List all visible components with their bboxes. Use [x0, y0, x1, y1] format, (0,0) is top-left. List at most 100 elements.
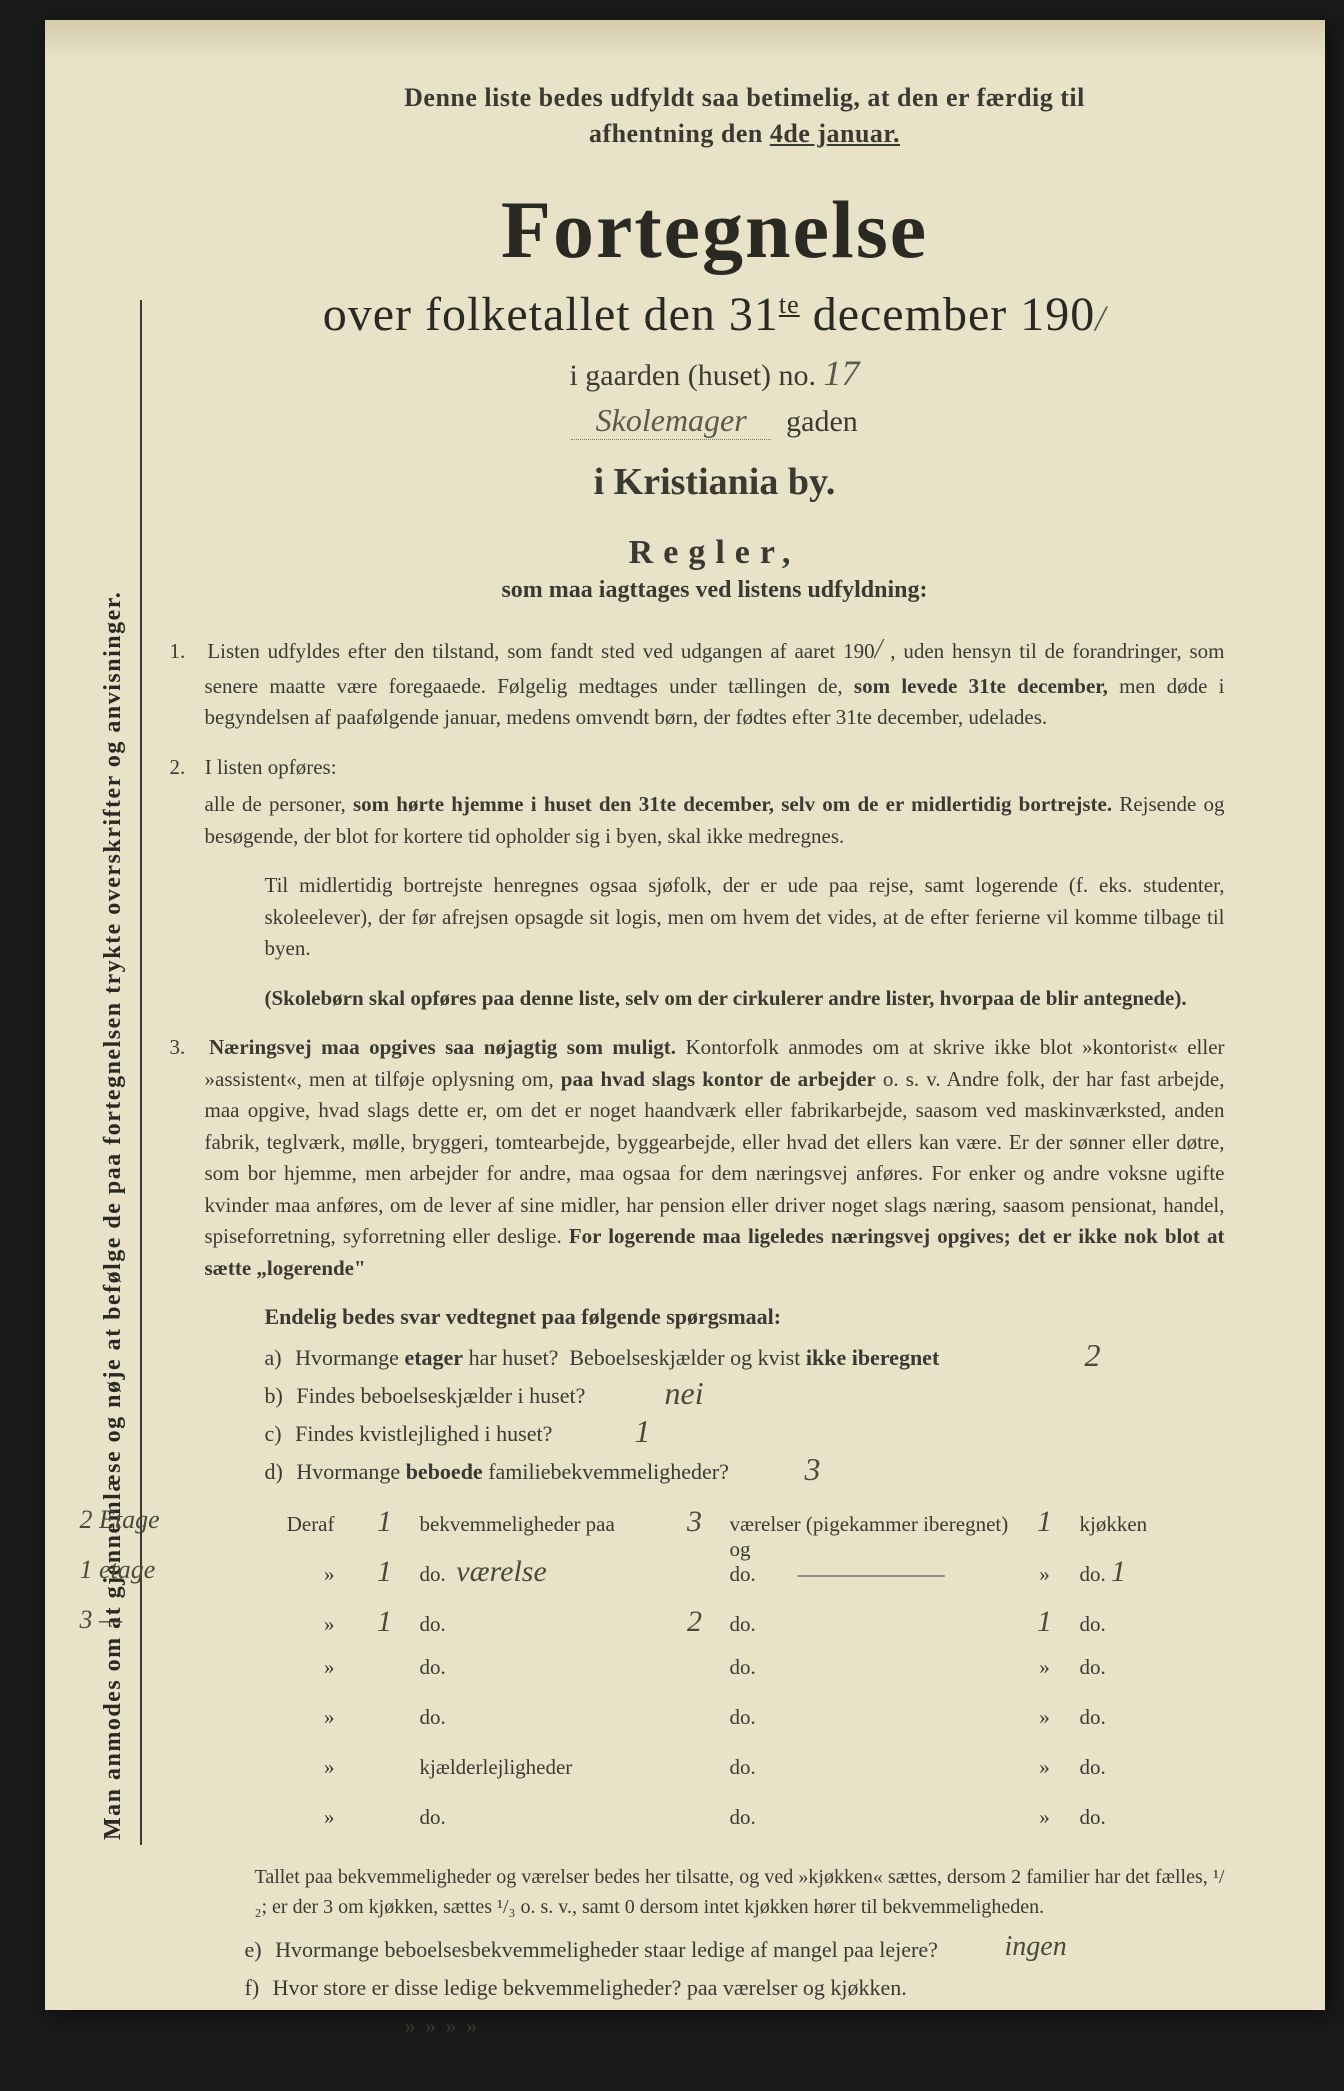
subtitle-mid: december 190: [800, 288, 1096, 341]
rule-2a-text: I listen opføres:: [205, 755, 337, 779]
gaard-line: i gaarden (huset) no. 17: [205, 352, 1225, 394]
r2c7: do. 1: [1080, 1555, 1200, 1589]
r2c5: do. ———————: [730, 1562, 1010, 1587]
rule-2c: Til midlertidig bortrejste henregnes ogs…: [265, 870, 1225, 965]
r1c2: 1: [350, 1505, 420, 1539]
answer-a: 2: [1085, 1337, 1101, 1374]
rule-2d: (Skolebørn skal opføres paa denne liste,…: [265, 983, 1225, 1015]
margin-hand-2: 1 etage: [80, 1555, 156, 1585]
main-title: Fortegnelse: [205, 183, 1225, 277]
header-note: Denne liste bedes udfyldt saa betimelig,…: [265, 80, 1225, 153]
r2c2: 1: [350, 1555, 420, 1589]
r5c7: do.: [1080, 1705, 1200, 1730]
r3c7: do.: [1080, 1612, 1200, 1637]
r5c3: do.: [420, 1705, 660, 1730]
question-c-text: Findes kvistlejlighed i huset?: [295, 1421, 552, 1446]
year-handwritten: /: [1095, 298, 1106, 338]
r7c7: do.: [1080, 1805, 1200, 1830]
subtitle: over folketallet den 31te december 190/: [205, 287, 1225, 342]
rule-1-number: 1.: [170, 636, 200, 668]
table-row-4: » do. do. » do.: [205, 1655, 1225, 1697]
r6c6: »: [1010, 1755, 1080, 1780]
r6c1: »: [205, 1755, 350, 1780]
r7c6: »: [1010, 1805, 1080, 1830]
dwelling-table: 2 Etage Deraf 1 bekvemmeligheder paa 3 v…: [205, 1505, 1225, 1847]
r2c6: »: [1010, 1562, 1080, 1587]
r7c3: do.: [420, 1805, 660, 1830]
street-suffix: gaden: [786, 405, 858, 438]
question-c: c) Findes kvistlejlighed i huset? 1: [265, 1421, 1225, 1447]
r3c3: do.: [420, 1612, 660, 1637]
r7c5: do.: [730, 1805, 1010, 1830]
table-row-5: » do. do. » do.: [205, 1705, 1225, 1747]
page-content: Denne liste bedes udfyldt saa betimelig,…: [45, 20, 1325, 2091]
question-b-text: Findes beboelseskjælder i huset?: [296, 1383, 585, 1408]
rule-2-intro: 2. I listen opføres:: [205, 752, 1225, 784]
r4c3: do.: [420, 1655, 660, 1680]
question-a: a) Hvormange etager har huset? Beboelses…: [265, 1345, 1225, 1371]
rule-3: 3. Næringsvej maa opgives saa nøjagtig s…: [205, 1032, 1225, 1284]
rule-2-number: 2.: [170, 752, 200, 784]
question-b: b) Findes beboelseskjælder i huset? nei: [265, 1383, 1225, 1409]
r5c5: do.: [730, 1705, 1010, 1730]
r3c5: do.: [730, 1612, 1010, 1637]
gaard-no-handwritten: 17: [824, 353, 860, 393]
answer-d: 3: [805, 1451, 821, 1488]
table-row-1: 2 Etage Deraf 1 bekvemmeligheder paa 3 v…: [205, 1505, 1225, 1547]
questions-block: Endelig bedes svar vedtegnet paa følgend…: [205, 1304, 1225, 1485]
margin-hand-1: 2 Etage: [80, 1505, 160, 1535]
document-page: Man anmodes om at gjennemlæse og nøje at…: [45, 20, 1325, 2010]
question-f: f) Hvor store er disse ledige bekvemmeli…: [245, 1975, 1225, 2001]
r4c7: do.: [1080, 1655, 1200, 1680]
r4c6: »: [1010, 1655, 1080, 1680]
header-note-line2-prefix: afhentning den: [589, 119, 770, 148]
r1c4: 3: [660, 1505, 730, 1539]
r3c1: »: [205, 1612, 350, 1637]
question-d: d) Hvormange beboede familiebekvemmeligh…: [265, 1459, 1225, 1485]
r4c5: do.: [730, 1655, 1010, 1680]
gaard-prefix: i gaarden (huset) no.: [569, 359, 823, 392]
rules-heading: Regler,: [205, 534, 1225, 572]
subtitle-prefix: over folketallet den 31: [323, 288, 779, 341]
street-line: Skolemager gaden: [205, 402, 1225, 440]
table-row-7: » do. do. » do.: [205, 1805, 1225, 1847]
r6c3: kjælderlejligheder: [420, 1755, 660, 1780]
r3c4: 2: [660, 1605, 730, 1639]
r1c6: 1: [1010, 1505, 1080, 1539]
rule-1: 1. Listen udfyldes efter den tilstand, s…: [205, 629, 1225, 734]
r1c3: bekvemmeligheder paa: [420, 1512, 660, 1537]
header-note-line1: Denne liste bedes udfyldt saa betimelig,…: [404, 83, 1085, 112]
question-f-text: Hvor store er disse ledige bekvemmelighe…: [273, 1975, 907, 2000]
r6c5: do.: [730, 1755, 1010, 1780]
r7c1: »: [205, 1805, 350, 1830]
r4c1: »: [205, 1655, 350, 1680]
r3c6: 1: [1010, 1605, 1080, 1639]
r1c7: kjøkken: [1080, 1512, 1200, 1537]
r2c3: do. værelse: [420, 1555, 660, 1589]
street-handwritten: Skolemager: [596, 402, 747, 438]
questions-heading: Endelig bedes svar vedtegnet paa følgend…: [265, 1304, 1225, 1330]
subtitle-sup: te: [779, 290, 800, 319]
question-e: e) Hvormange beboelsesbekvemmeligheder s…: [245, 1937, 1225, 1963]
table-footnote: Tallet paa bekvemmeligheder og værelser …: [255, 1862, 1225, 1922]
r3c2: 1: [350, 1605, 420, 1639]
rule-2b: alle de personer, som hørte hjemme i hus…: [205, 789, 1225, 852]
question-e-text: Hvormange beboelsesbekvemmeligheder staa…: [275, 1937, 938, 1962]
table-row-3: 3 — » 1 do. 2 do. 1 do.: [205, 1605, 1225, 1647]
table-row-2: 1 etage » 1 do. værelse do. ——————— » do…: [205, 1555, 1225, 1597]
question-f-ditto-row: » » » »: [405, 2013, 1225, 2039]
rule-1-text: Listen udfyldes efter den tilstand, som …: [205, 639, 1225, 730]
table-row-6: » kjælderlejligheder do. » do.: [205, 1755, 1225, 1797]
answer-c: 1: [635, 1413, 651, 1450]
city-line: i Kristiania by.: [205, 460, 1225, 504]
margin-hand-3: 3 —: [80, 1605, 123, 1635]
answer-b: nei: [665, 1375, 704, 1412]
r1c1: Deraf: [205, 1512, 350, 1537]
rules-subheading: som maa iagttages ved listens udfyldning…: [205, 577, 1225, 604]
answer-e: ingen: [1005, 1931, 1067, 1963]
r6c7: do.: [1080, 1755, 1200, 1780]
r5c1: »: [205, 1705, 350, 1730]
r2c1: »: [205, 1562, 350, 1587]
header-note-underlined: 4de januar.: [770, 119, 900, 148]
rule-3-number: 3.: [170, 1032, 200, 1064]
